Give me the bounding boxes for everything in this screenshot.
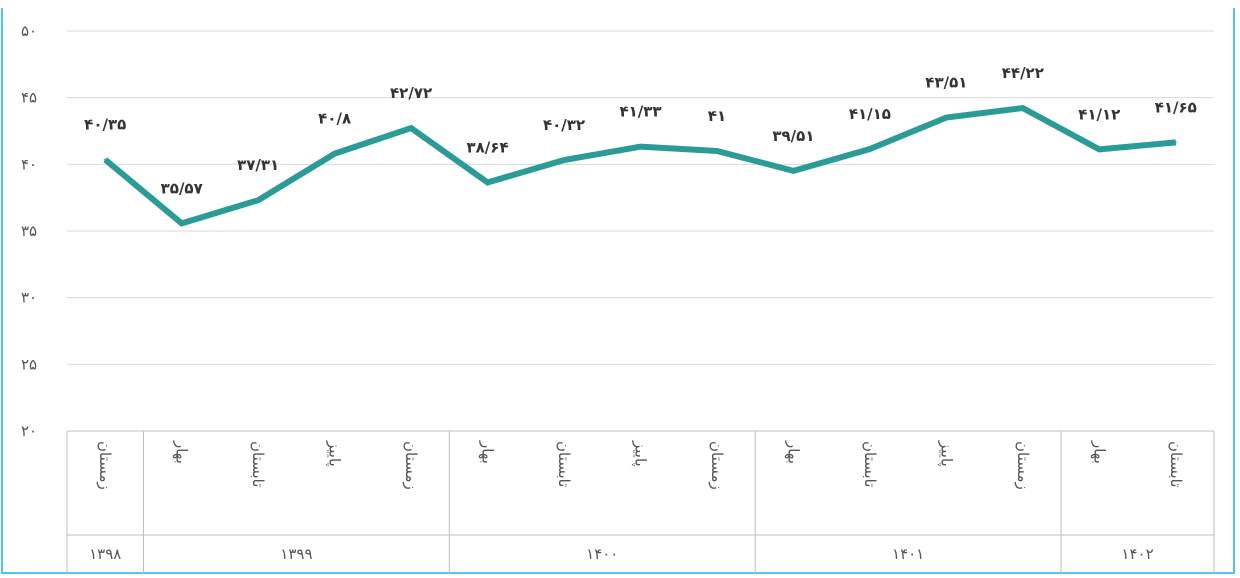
data-label: ۳۹/۵۱ — [772, 127, 814, 145]
data-label: ۴۴/۲۲ — [1002, 64, 1044, 82]
y-axis: ۲۰ ۲۵ ۳۰ ۳۵ ۴۰ ۴۵ ۵۰ — [21, 22, 37, 440]
x-tick-label: تابستان — [249, 441, 267, 487]
x-tick-label: پاییز — [325, 440, 344, 467]
chart-frame: ۲۰ ۲۵ ۳۰ ۳۵ ۴۰ ۴۵ ۵۰ زمستان بهار تابستان پاییز زمس… — [1, 8, 1235, 574]
data-label: ۴۰/۳۵ — [84, 116, 126, 134]
x-tick-label: تابستان — [555, 441, 573, 487]
data-label: ۴۱/۱۲ — [1078, 105, 1120, 123]
data-label: ۴۳/۵۱ — [925, 74, 967, 92]
year-group-label: ۱۴۰۱ — [892, 545, 924, 563]
x-tick-label: بهار — [173, 440, 191, 464]
data-label: ۴۲/۷۲ — [390, 84, 432, 102]
data-point — [945, 116, 948, 119]
x-tick-label: زمستان — [402, 441, 420, 490]
x-tick-label: زمستان — [1014, 441, 1032, 490]
data-point — [868, 148, 871, 150]
data-label: ۴۱/۳۳ — [619, 103, 661, 121]
series-group — [103, 104, 1177, 227]
x-axis: زمستان بهار تابستان پاییز زمستان بهار تابستان پ… — [66, 430, 1215, 574]
y-tick-label: ۲۵ — [21, 355, 37, 373]
y-tick-label: ۲۰ — [21, 422, 37, 440]
data-point — [639, 145, 642, 148]
x-tick-label: بهار — [784, 440, 802, 464]
data-label: ۳۷/۳۱ — [237, 156, 279, 174]
data-point — [180, 222, 183, 225]
x-tick-label: تابستان — [1167, 441, 1185, 487]
data-point — [257, 199, 260, 202]
x-tick-label: بهار — [479, 440, 497, 464]
data-point — [715, 150, 718, 152]
data-label: ۳۸/۶۴ — [467, 138, 509, 156]
data-point — [486, 181, 489, 184]
data-label: ۴۰/۳۲ — [543, 116, 585, 134]
x-tick-label: پاییز — [936, 440, 955, 467]
year-group-label: ۱۳۹۹ — [280, 545, 312, 563]
data-label: ۴۱/۶۵ — [1155, 98, 1197, 116]
grid-lines — [67, 30, 1214, 365]
data-point — [563, 159, 566, 162]
x-tick-label: بهار — [1090, 440, 1108, 464]
data-point — [792, 169, 795, 172]
data-label: ۴۱/۱۵ — [849, 105, 891, 123]
data-label: ۳۵/۵۷ — [161, 179, 203, 197]
x-tick-label: تابستان — [861, 441, 879, 487]
data-point — [1174, 141, 1177, 144]
data-point — [333, 152, 336, 155]
year-group-label: ۱۴۰۲ — [1121, 545, 1153, 563]
year-group-label: ۱۴۰۰ — [586, 545, 618, 563]
x-tick-label: زمستان — [708, 441, 726, 490]
data-point — [410, 127, 413, 130]
x-tick-label: زمستان — [96, 441, 114, 490]
data-point — [1098, 148, 1101, 151]
x-tick-label: پاییز — [631, 440, 650, 467]
y-tick-label: ۳۵ — [21, 222, 37, 240]
data-point — [104, 158, 107, 161]
year-group-label: ۱۳۹۸ — [89, 545, 121, 563]
data-label: ۴۱ — [708, 107, 726, 125]
y-tick-label: ۴۵ — [21, 89, 37, 107]
y-tick-label: ۴۰ — [21, 155, 37, 173]
y-tick-label: ۳۰ — [21, 289, 37, 307]
data-labels: ۴۰/۳۵ ۳۵/۵۷ ۳۷/۳۱ ۴۰/۸ ۴۲/۷۲ ۳۸/۶۴ ۴۰/۳۲ ۴۱/۳۳ ۴… — [84, 64, 1197, 197]
data-point — [1021, 107, 1024, 110]
data-label: ۴۰/۸ — [318, 110, 351, 128]
y-tick-label: ۵۰ — [21, 22, 37, 40]
